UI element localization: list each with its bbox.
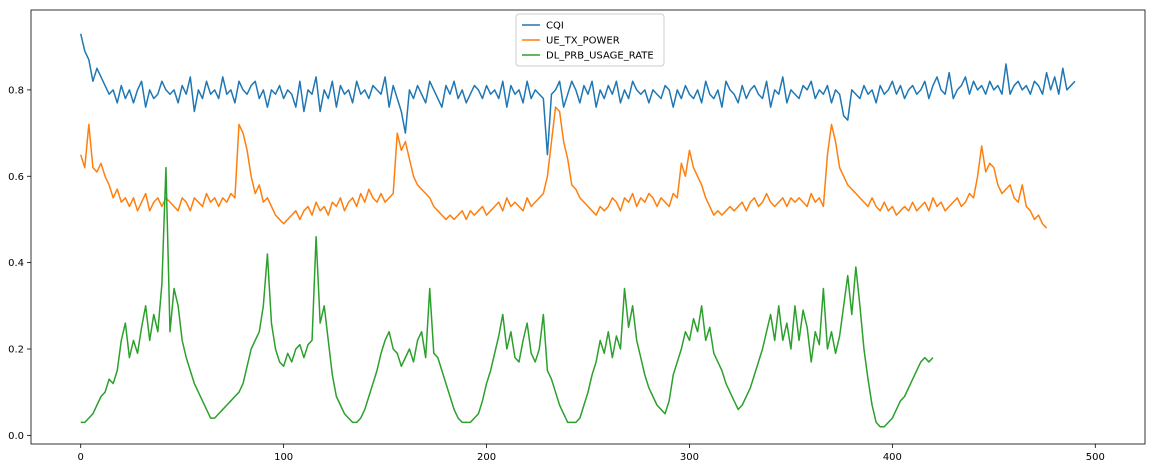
legend-label: UE_TX_POWER (546, 36, 620, 47)
tick-layer: 0 100 200 300 400 500 0.0 0.2 0.4 0.6 0.8 (8, 85, 1105, 463)
y-tick-label: 0.4 (8, 258, 24, 269)
series-line-cqi (79, 33, 1076, 156)
series-layer (79, 33, 1076, 428)
legend-box (515, 13, 665, 67)
series-line-ue-tx-power (79, 106, 1048, 229)
y-tick-label: 0.6 (8, 172, 24, 183)
x-tick-label: 0 (78, 452, 84, 463)
y-tick-label: 0.0 (8, 431, 24, 442)
x-tick-label: 100 (274, 452, 293, 463)
legend-label: DL_PRB_USAGE_RATE (546, 51, 654, 62)
legend-label: CQI (546, 21, 564, 32)
x-tick-label: 400 (883, 452, 902, 463)
y-tick-label: 0.8 (8, 85, 24, 96)
x-tick-label: 200 (477, 452, 496, 463)
x-tick-label: 500 (1086, 452, 1105, 463)
x-tick-label: 300 (680, 452, 699, 463)
legend: CQI UE_TX_POWER DL_PRB_USAGE_RATE (515, 13, 665, 67)
series-line-dl-prb-usage-rate (80, 166, 934, 428)
plot-area-frame (30, 9, 1146, 445)
y-tick-label: 0.2 (8, 344, 24, 355)
